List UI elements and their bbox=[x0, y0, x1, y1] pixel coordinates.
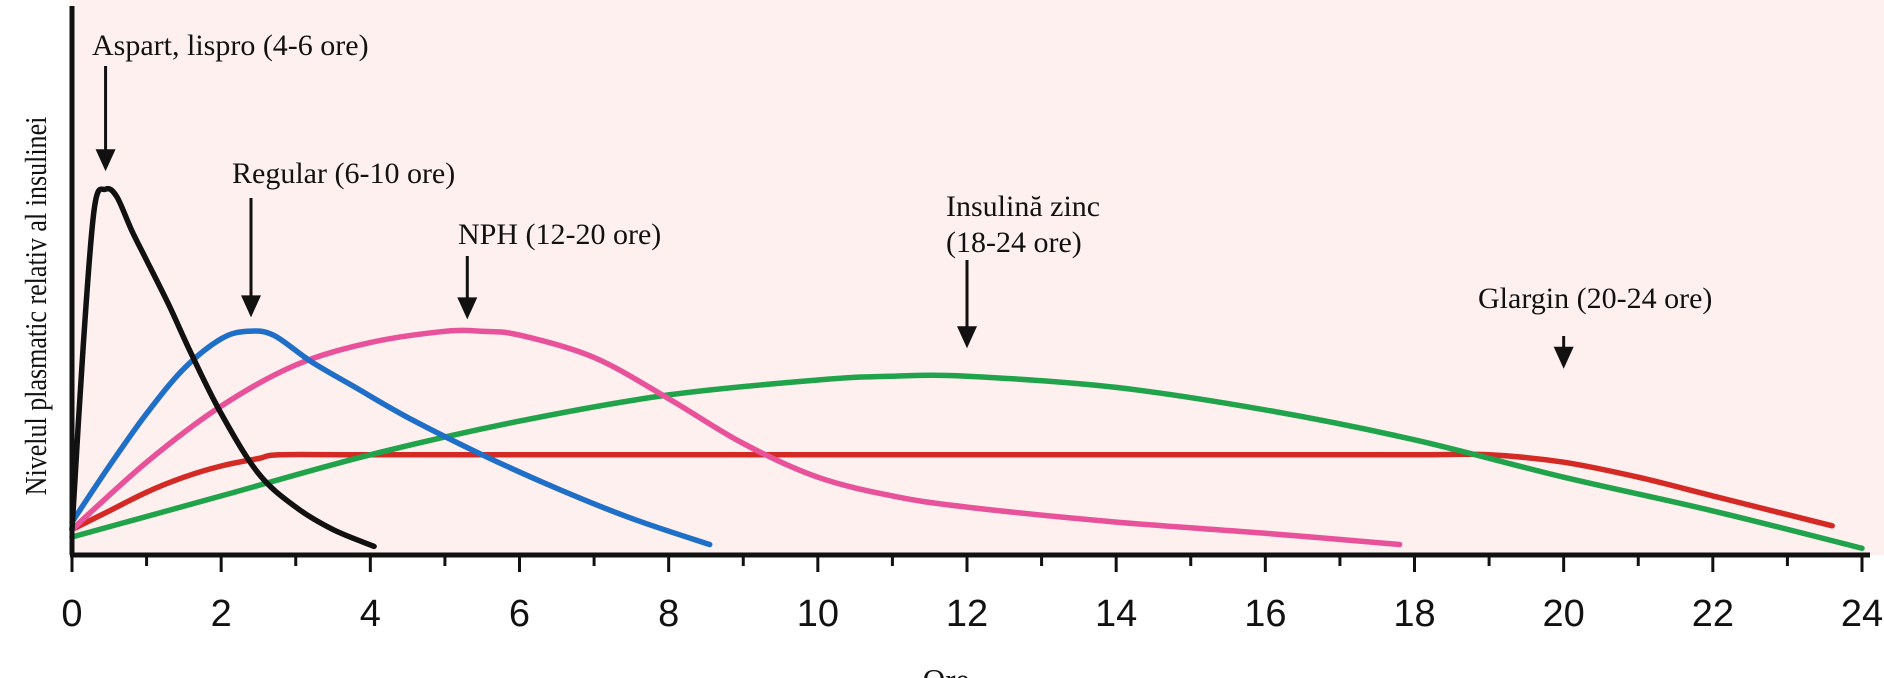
x-axis-ticks bbox=[70, 555, 1864, 572]
series-curves bbox=[69, 185, 1865, 552]
series-aspart-lispro-curve bbox=[69, 185, 377, 550]
series-regular-curve bbox=[69, 328, 713, 548]
annotation-arrow-head bbox=[457, 297, 478, 320]
annotation-aspart: Aspart, lispro (4-6 ore) bbox=[92, 29, 369, 62]
x-tick-label: 4 bbox=[360, 593, 381, 635]
x-tick-label: 8 bbox=[658, 593, 679, 635]
annotation-nph: NPH (12-20 ore) bbox=[458, 218, 661, 251]
x-axis-tick-labels: 0 2 4 6 8 10 12 14 16 18 20 22 24 bbox=[61, 593, 1883, 635]
x-tick-label: 22 bbox=[1692, 593, 1734, 635]
annotation-regular: Regular (6-10 ore) bbox=[232, 157, 455, 190]
x-tick-label: 14 bbox=[1095, 593, 1137, 635]
x-tick-label: 18 bbox=[1393, 593, 1435, 635]
series-zinc-curve bbox=[69, 372, 1865, 552]
annotation-arrows bbox=[95, 66, 1574, 369]
x-axis-title: Ore bbox=[923, 662, 969, 678]
annotation-arrow-head bbox=[1553, 346, 1574, 369]
annotation-arrow-head bbox=[241, 295, 261, 318]
x-tick-label: 0 bbox=[61, 593, 82, 635]
annotation-arrow-head bbox=[95, 149, 116, 172]
annotation-zinc-line2: (18-24 ore) bbox=[946, 226, 1082, 259]
annotation-glargin: Glargin (20-24 ore) bbox=[1478, 282, 1712, 315]
y-axis-title: Nivelul plasmatic relativ al insulinei bbox=[19, 117, 54, 496]
series-nph-curve bbox=[69, 327, 1403, 548]
x-tick-label: 24 bbox=[1841, 593, 1883, 635]
x-tick-label: 20 bbox=[1543, 593, 1585, 635]
x-tick-label: 10 bbox=[797, 593, 839, 635]
annotation-arrow-head bbox=[957, 326, 977, 349]
x-tick-label: 16 bbox=[1244, 593, 1286, 635]
x-tick-label: 12 bbox=[946, 593, 988, 635]
series-glargin-curve bbox=[69, 451, 1835, 533]
annotation-zinc-line1: Insulină zinc bbox=[946, 190, 1100, 223]
x-tick-label: 2 bbox=[211, 593, 232, 635]
plot-background bbox=[70, 0, 1884, 555]
x-tick-label: 6 bbox=[509, 593, 530, 635]
